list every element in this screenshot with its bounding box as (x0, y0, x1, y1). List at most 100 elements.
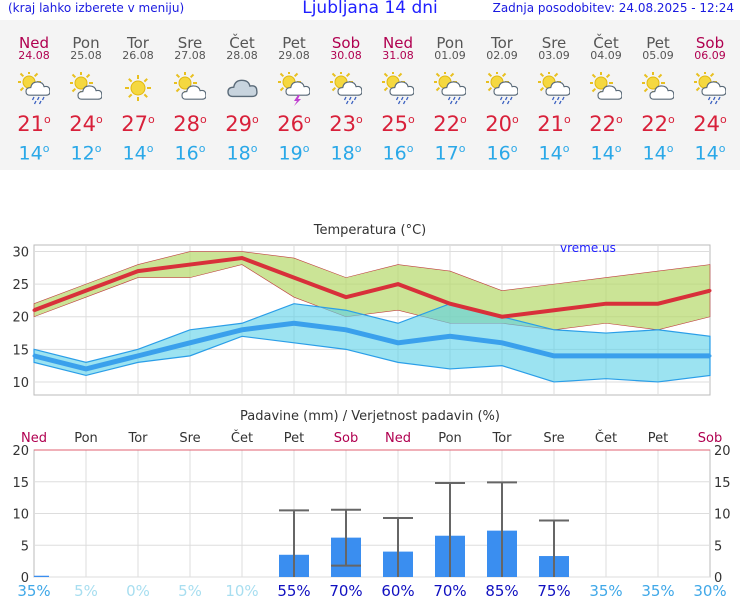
temp-min-point (240, 328, 244, 332)
precip-y-tick-right: 10 (714, 508, 731, 523)
location-hint[interactable]: (kraj lahko izberete v meniju) (8, 1, 185, 15)
temp-max-point (500, 315, 504, 319)
page-header: (kraj lahko izberete v meniju) Ljubljana… (0, 0, 740, 20)
temp-min: 14o (18, 142, 50, 165)
temp-y-tick: 30 (12, 246, 29, 261)
precip-day-label: Čet (231, 430, 253, 446)
temp-y-tick: 10 (12, 376, 29, 391)
precip-probability: 30% (693, 582, 726, 600)
temp-min: 14o (590, 142, 622, 165)
precip-probability: 75% (537, 582, 570, 600)
precip-day-label: Ned (385, 431, 411, 446)
sun-cloud-icon (69, 71, 103, 104)
precip-probability: 35% (17, 582, 50, 600)
temp-y-tick: 15 (12, 343, 29, 358)
day-date: 31.08 (382, 49, 414, 62)
sun-cloud-rain-icon (485, 70, 519, 105)
temp-max-point (552, 308, 556, 312)
temp-min-point (32, 354, 36, 358)
precip-probability: 70% (329, 582, 362, 600)
precip-day-label: Sre (179, 431, 200, 446)
day-name: Pet (646, 34, 670, 52)
precip-day-label: Ned (21, 431, 47, 446)
precip-probability: 35% (589, 582, 622, 600)
temp-min-line (33, 320, 710, 372)
forecast-day: Pon 25.08 24o 12o (60, 20, 112, 170)
temp-min-point (344, 328, 348, 332)
temp-min-point (84, 367, 88, 371)
precip-probability: 60% (381, 582, 414, 600)
day-date: 30.08 (330, 49, 362, 62)
day-date: 28.08 (226, 49, 258, 62)
temp-max: 29o (225, 112, 259, 136)
forecast-day: Pet 05.09 22o 14o (632, 20, 684, 170)
forecast-day: Sre 27.08 28o 16o (164, 20, 216, 170)
temp-max-point (396, 282, 400, 286)
temp-min: 19o (278, 142, 310, 165)
day-date: 03.09 (538, 49, 570, 62)
temp-min: 14o (538, 142, 570, 165)
precip-probability: 55% (277, 582, 310, 600)
sun-cloud-rain-icon (329, 70, 363, 105)
temp-min: 18o (330, 142, 362, 165)
temp-max-point (448, 302, 452, 306)
temp-y-tick: 20 (12, 311, 29, 326)
temp-y-tick: 25 (12, 278, 29, 293)
temp-min: 14o (122, 142, 154, 165)
day-date: 04.09 (590, 49, 622, 62)
temp-min-point (396, 341, 400, 345)
precip-y-tick-right: 0 (714, 571, 722, 586)
day-date: 01.09 (434, 49, 466, 62)
temp-min-point (136, 354, 140, 358)
forecast-day: Ned 31.08 25o 16o (372, 20, 424, 170)
temp-min-point (656, 354, 660, 358)
precip-probability: 10% (225, 582, 258, 600)
precip-probability: 0% (126, 582, 150, 600)
temp-max: 25o (381, 112, 415, 136)
day-name: Ned (19, 34, 49, 52)
precip-y-tick-left: 10 (12, 508, 29, 523)
temp-min: 18o (226, 142, 258, 165)
day-date: 29.08 (278, 49, 310, 62)
forecast-day: Pon 01.09 22o 17o (424, 20, 476, 170)
forecast-day: Čet 28.08 29o 18o (216, 20, 268, 170)
precip-day-label: Sob (334, 431, 358, 446)
day-date: 02.09 (486, 49, 518, 62)
day-name: Sob (331, 34, 361, 52)
temp-max-point (604, 302, 608, 306)
temp-max-point (136, 269, 140, 273)
sun-cloud-rain-icon (693, 70, 727, 105)
day-name: Ned (383, 34, 413, 52)
day-date: 06.09 (694, 49, 726, 62)
day-name: Sre (541, 34, 567, 52)
day-name: Pon (436, 34, 464, 52)
temp-min: 16o (174, 142, 206, 165)
temp-max: 27o (121, 112, 155, 136)
temp-max: 26o (277, 112, 311, 136)
precip-y-tick-right: 20 (714, 444, 731, 459)
precip-day-label: Pon (438, 431, 462, 446)
precip-y-tick-left: 0 (21, 571, 29, 586)
temp-min-point (500, 341, 504, 345)
precip-bar (34, 575, 49, 577)
temp-max-point (292, 276, 296, 280)
sun-cloud-rain-icon (17, 70, 51, 105)
day-date: 24.08 (18, 49, 50, 62)
charts: Temperatura (°C) 10 15 20 25 30 vreme.us Padavi… (12, 223, 731, 600)
temp-max-point (240, 256, 244, 260)
forecast-day: Ned 24.08 21o 14o (8, 20, 60, 170)
precip-probability: 35% (641, 582, 674, 600)
day-name: Pon (72, 34, 100, 52)
precip-y-tick-right: 15 (714, 476, 731, 491)
precip-probability: 70% (433, 582, 466, 600)
thunderstorm-icon (277, 70, 311, 106)
temp-max-point (656, 302, 660, 306)
day-date: 05.09 (642, 49, 674, 62)
precip-probability: 5% (178, 582, 202, 600)
precip-day-label: Čet (595, 430, 617, 446)
forecast-day: Čet 04.09 22o 14o (580, 20, 632, 170)
forecast-day: Tor 26.08 27o 14o (112, 20, 164, 170)
temp-max-point (188, 263, 192, 267)
day-date: 25.08 (70, 49, 102, 62)
temp-max-point (84, 289, 88, 293)
